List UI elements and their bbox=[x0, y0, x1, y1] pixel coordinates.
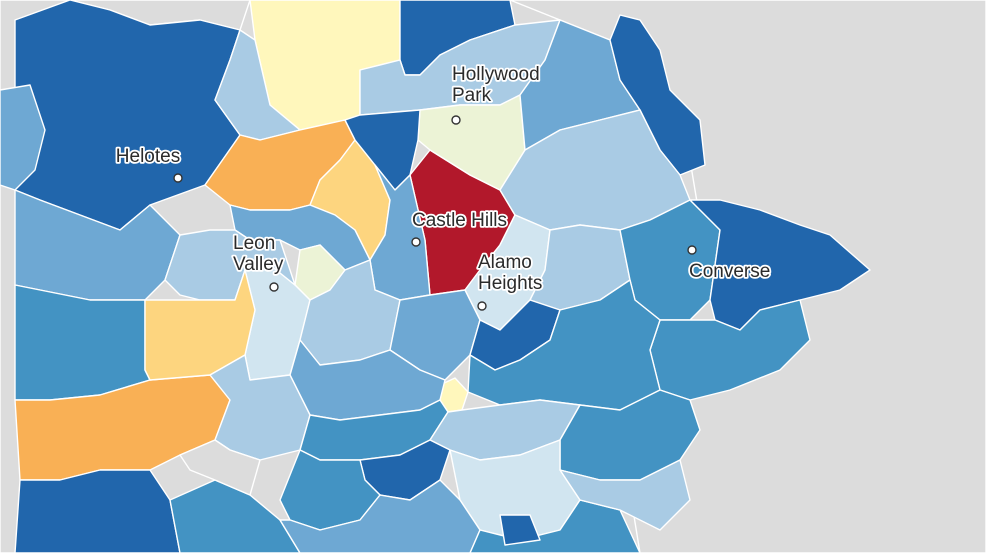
region-west-left-strip bbox=[0, 84, 46, 191]
city-alamo-heights: Alamo Heights bbox=[476, 250, 544, 311]
city-converse: Converse bbox=[687, 245, 772, 284]
city-label-line: Park bbox=[452, 85, 492, 106]
region-ne-dark-strip bbox=[609, 14, 706, 176]
city-marker-alamo-heights bbox=[477, 301, 487, 311]
city-marker-castle-hills bbox=[411, 237, 421, 247]
city-marker-hollywood-park bbox=[451, 115, 461, 125]
city-label-line: Converse bbox=[689, 261, 770, 282]
city-label-line: Castle Hills bbox=[412, 210, 507, 231]
city-leon-valley: Leon Valley bbox=[231, 231, 286, 292]
region-west-lower bbox=[14, 284, 151, 401]
city-castle-hills: Castle Hills bbox=[410, 208, 509, 247]
region-converse bbox=[689, 199, 871, 331]
city-label-line: Alamo bbox=[478, 252, 532, 273]
city-helotes: Helotes bbox=[114, 144, 183, 183]
region-south-g bbox=[279, 479, 481, 553]
region-leon-yellow-south bbox=[144, 269, 256, 381]
city-label-hollywood-park: Hollywood Park bbox=[452, 64, 540, 106]
city-label-converse: Converse bbox=[689, 261, 770, 282]
city-label-line: Helotes bbox=[116, 146, 180, 167]
region-south-west-gray bbox=[179, 439, 261, 496]
city-hollywood-park: Hollywood Park bbox=[450, 62, 541, 125]
city-label-line: Hollywood bbox=[452, 64, 540, 85]
city-label-castle-hills: Castle Hills bbox=[412, 210, 507, 231]
city-label-line: Leon bbox=[233, 233, 275, 254]
region-south-i bbox=[499, 514, 541, 546]
city-label-helotes: Helotes bbox=[116, 146, 180, 167]
region-south-j bbox=[559, 459, 691, 531]
city-label-line: Valley bbox=[233, 254, 284, 275]
label-layer: Helotes Hollywood Park Castle Hills Leon Vall… bbox=[114, 62, 772, 311]
city-marker-leon-valley bbox=[269, 282, 279, 292]
city-marker-converse bbox=[687, 245, 697, 255]
city-label-leon-valley: Leon Valley bbox=[233, 233, 284, 275]
city-label-line: Heights bbox=[478, 273, 542, 294]
region-southwest-bottom bbox=[14, 469, 181, 553]
city-marker-helotes bbox=[173, 173, 183, 183]
city-label-alamo-heights: Alamo Heights bbox=[478, 252, 542, 294]
